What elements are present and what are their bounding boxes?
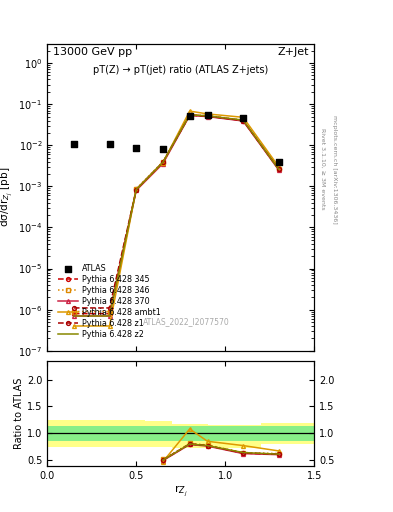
Pythia 6.428 ambt1 <box>134 186 139 193</box>
Pythia 6.428 z1 <box>161 159 165 165</box>
Line: Pythia 6.428 z1: Pythia 6.428 z1 <box>72 113 281 310</box>
Pythia 6.428 370 <box>187 113 192 119</box>
X-axis label: r$_{Z_j}$: r$_{Z_j}$ <box>174 483 187 499</box>
Pythia 6.428 ambt1 <box>161 159 165 165</box>
Pythia 6.428 345 <box>134 186 139 193</box>
Pythia 6.428 z1 <box>72 305 76 311</box>
Pythia 6.428 z2 <box>205 113 210 119</box>
ATLAS <box>240 114 246 122</box>
Line: Pythia 6.428 345: Pythia 6.428 345 <box>72 113 281 315</box>
Pythia 6.428 ambt1 <box>241 114 246 120</box>
Pythia 6.428 345 <box>161 159 165 165</box>
Pythia 6.428 370 <box>161 160 165 166</box>
Pythia 6.428 ambt1 <box>187 108 192 114</box>
Pythia 6.428 ambt1 <box>107 323 112 329</box>
Pythia 6.428 345 <box>205 113 210 119</box>
Pythia 6.428 346 <box>134 186 139 192</box>
Line: Pythia 6.428 346: Pythia 6.428 346 <box>72 113 281 313</box>
Text: mcplots.cern.ch [arXiv:1306.3436]: mcplots.cern.ch [arXiv:1306.3436] <box>332 115 337 223</box>
ATLAS <box>71 139 77 147</box>
Pythia 6.428 370 <box>107 313 112 319</box>
Pythia 6.428 z2 <box>241 117 246 123</box>
Pythia 6.428 ambt1 <box>72 323 76 329</box>
ATLAS <box>275 158 282 166</box>
Y-axis label: Ratio to ATLAS: Ratio to ATLAS <box>14 378 24 449</box>
Pythia 6.428 z2 <box>276 166 281 173</box>
Pythia 6.428 346 <box>161 159 165 165</box>
Pythia 6.428 370 <box>205 114 210 120</box>
Pythia 6.428 z2 <box>107 313 112 319</box>
Legend: ATLAS, Pythia 6.428 345, Pythia 6.428 346, Pythia 6.428 370, Pythia 6.428 ambt1,: ATLAS, Pythia 6.428 345, Pythia 6.428 34… <box>57 262 163 340</box>
Pythia 6.428 345 <box>187 112 192 118</box>
Pythia 6.428 346 <box>205 113 210 119</box>
Pythia 6.428 z1 <box>134 187 139 193</box>
Line: Pythia 6.428 370: Pythia 6.428 370 <box>72 114 281 318</box>
Pythia 6.428 370 <box>134 187 139 194</box>
Pythia 6.428 346 <box>72 308 76 314</box>
Pythia 6.428 345 <box>107 311 112 317</box>
Text: 13000 GeV pp: 13000 GeV pp <box>53 47 132 57</box>
Pythia 6.428 z1 <box>187 112 192 118</box>
ATLAS <box>107 140 113 148</box>
Pythia 6.428 ambt1 <box>276 164 281 170</box>
Pythia 6.428 z1 <box>107 305 112 311</box>
Pythia 6.428 345 <box>276 166 281 173</box>
Pythia 6.428 370 <box>276 167 281 173</box>
Pythia 6.428 346 <box>187 112 192 118</box>
Text: pT(Z) → pT(jet) ratio (ATLAS Z+jets): pT(Z) → pT(jet) ratio (ATLAS Z+jets) <box>93 65 268 75</box>
Pythia 6.428 z1 <box>241 117 246 123</box>
ATLAS <box>187 112 193 120</box>
Pythia 6.428 346 <box>276 165 281 172</box>
ATLAS <box>160 145 166 154</box>
ATLAS <box>204 111 211 119</box>
Pythia 6.428 346 <box>107 308 112 314</box>
Pythia 6.428 370 <box>241 118 246 124</box>
Pythia 6.428 z2 <box>72 313 76 319</box>
Pythia 6.428 z2 <box>134 186 139 193</box>
Pythia 6.428 ambt1 <box>205 111 210 117</box>
Line: Pythia 6.428 ambt1: Pythia 6.428 ambt1 <box>72 109 281 328</box>
Pythia 6.428 345 <box>72 311 76 317</box>
Pythia 6.428 z2 <box>187 112 192 118</box>
Pythia 6.428 345 <box>241 117 246 123</box>
Pythia 6.428 z1 <box>205 113 210 119</box>
ATLAS <box>133 144 140 152</box>
Line: Pythia 6.428 z2: Pythia 6.428 z2 <box>74 115 279 316</box>
Pythia 6.428 z2 <box>161 159 165 165</box>
Pythia 6.428 z1 <box>276 166 281 173</box>
Pythia 6.428 346 <box>241 117 246 123</box>
Text: ATLAS_2022_I2077570: ATLAS_2022_I2077570 <box>143 317 230 326</box>
Pythia 6.428 370 <box>72 313 76 319</box>
Text: Z+Jet: Z+Jet <box>277 47 309 57</box>
Y-axis label: dσ/dr$_{Z_j}$ [pb]: dσ/dr$_{Z_j}$ [pb] <box>0 167 15 227</box>
Text: Rivet 3.1.10, ≥ 3M events: Rivet 3.1.10, ≥ 3M events <box>320 128 325 210</box>
